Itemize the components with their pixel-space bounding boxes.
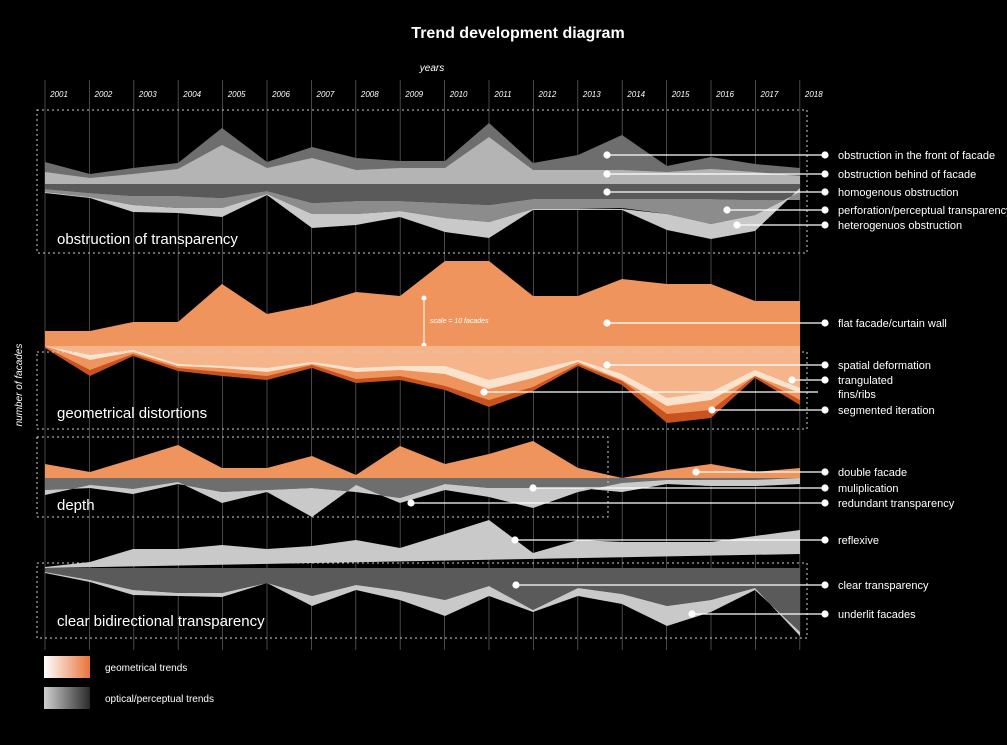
scale-bar-top-dot <box>421 295 427 301</box>
callout-labels: obstruction in the front of facade obstr… <box>838 150 1007 621</box>
legend-swatch-optical <box>44 687 90 709</box>
callout-label-homog: homogenous obstruction <box>838 187 958 199</box>
obstruction-streams <box>45 123 800 239</box>
group-label-clear: clear bidirectional transparency <box>57 613 265 630</box>
year-label-2006: 2006 <box>271 90 290 99</box>
callout-fins <box>480 388 818 396</box>
y-axis-label: number of facades <box>14 344 25 427</box>
year-label-2013: 2013 <box>582 90 601 99</box>
callout-label-behind: obstruction behind of facade <box>838 169 976 181</box>
callout-flat <box>603 319 829 327</box>
callout-label-front: obstruction in the front of facade <box>838 150 995 162</box>
callout-label-segm: segmented iteration <box>838 405 935 417</box>
callout-label-fins: fins/ribs <box>838 389 876 401</box>
year-label-2011: 2011 <box>493 90 511 99</box>
year-label-2004: 2004 <box>182 90 201 99</box>
year-label-2008: 2008 <box>360 90 379 99</box>
stream-multiplication <box>45 478 800 498</box>
group-label-obstruction: obstruction of transparency <box>57 231 238 248</box>
year-label-2005: 2005 <box>227 90 246 99</box>
callout-front <box>603 151 829 159</box>
legend-label-optical: optical/perceptual trends <box>105 694 214 705</box>
stream-homogenous-obstruction <box>45 184 800 205</box>
callout-label-trang: trangulated <box>838 375 893 387</box>
depth-streams <box>45 441 800 517</box>
callout-label-cleart: clear transparency <box>838 580 929 592</box>
callout-spatial <box>603 361 829 369</box>
callout-label-reflex: reflexive <box>838 535 879 547</box>
frame-depth <box>36 436 609 518</box>
year-label-2015: 2015 <box>671 90 690 99</box>
callout-behind <box>603 170 829 178</box>
group-label-geometrical: geometrical distortions <box>57 405 207 422</box>
callout-reflex <box>511 536 829 544</box>
callout-label-double: double facade <box>838 467 907 479</box>
callout-label-redund: redundant transparency <box>838 498 955 510</box>
callout-perf <box>723 206 829 214</box>
year-label-2007: 2007 <box>316 90 335 99</box>
frame-obstruction <box>36 109 808 254</box>
callout-hetero <box>733 221 829 229</box>
callout-label-mult: muliplication <box>838 483 899 495</box>
frame-clear <box>36 562 808 639</box>
callout-trang <box>788 376 829 384</box>
year-tick-labels: 2001 2002 2003 2004 2005 2006 2007 2008 2009 2010… <box>49 90 823 99</box>
stream-reflexive <box>45 520 800 568</box>
callout-label-underlit: underlit facades <box>838 609 916 621</box>
year-label-2009: 2009 <box>404 90 423 99</box>
year-label-2012: 2012 <box>538 90 557 99</box>
callout-homog <box>603 188 829 196</box>
year-label-2003: 2003 <box>138 90 157 99</box>
year-label-2017: 2017 <box>760 90 779 99</box>
year-label-2016: 2016 <box>715 90 734 99</box>
stream-spatial-deformation <box>45 346 800 398</box>
year-label-2014: 2014 <box>626 90 645 99</box>
callout-label-spatial: spatial deformation <box>838 360 931 372</box>
callout-label-perf: perforation/perceptual transparency <box>838 205 1007 217</box>
stream-perforation <box>45 189 800 224</box>
legend-swatch-geometrical <box>44 656 90 678</box>
callout-label-flat: flat facade/curtain wall <box>838 318 947 330</box>
year-label-2010: 2010 <box>449 90 468 99</box>
callout-label-hetero: heterogenuos obstruction <box>838 220 962 232</box>
year-label-2001: 2001 <box>49 90 68 99</box>
group-label-depth: depth <box>57 497 95 514</box>
stream-obstruction-behind <box>45 137 800 185</box>
stream-heterogenous-obstruction <box>45 188 800 239</box>
stream-double-facade <box>45 441 800 478</box>
year-label-2018: 2018 <box>804 90 823 99</box>
diagram-title: Trend development diagram <box>411 25 624 42</box>
callout-double <box>692 468 829 476</box>
frame-geometrical <box>36 351 808 430</box>
stream-flat-facade <box>45 261 800 346</box>
callout-segm <box>708 406 829 414</box>
year-label-2002: 2002 <box>94 90 113 99</box>
callout-underlit <box>688 610 829 618</box>
callout-mult <box>529 484 829 492</box>
x-axis-label: years <box>419 63 444 74</box>
stream-underlit-facades <box>45 572 800 636</box>
callout-cleart <box>512 581 829 589</box>
legend-label-geometrical: geometrical trends <box>105 663 187 674</box>
callouts <box>407 151 829 618</box>
group-frames <box>36 109 808 639</box>
scale-note: scale = 10 facades <box>430 318 489 325</box>
callout-redund <box>407 499 829 507</box>
